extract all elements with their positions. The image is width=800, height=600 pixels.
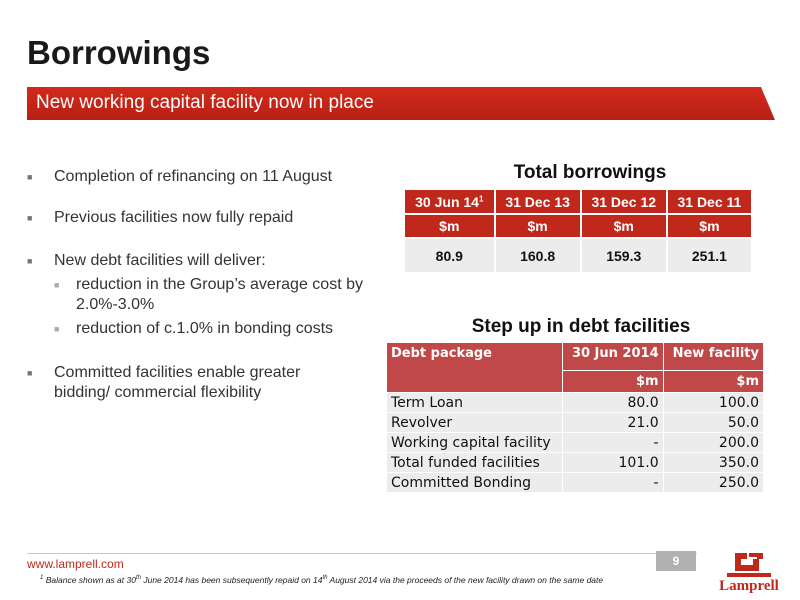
table-cell: Total funded facilities — [386, 452, 563, 473]
table-cell: 160.8 — [494, 237, 582, 272]
table-cell: 250.0 — [662, 472, 765, 493]
table-unit-cell: $m — [662, 370, 765, 393]
bullet-text: Previous facilities now fully repaid — [54, 209, 294, 226]
table-cell: 50.0 — [662, 412, 765, 433]
total-borrowings-table: 30 Jun 141 31 Dec 13 31 Dec 12 31 Dec 11… — [405, 190, 754, 272]
table-header-cell: 31 Dec 13 — [494, 190, 582, 214]
bullet-text: Committed facilities enable greater bidd… — [54, 364, 301, 401]
bullet-text: New debt facilities will deliver: — [54, 252, 266, 269]
table-cell: Committed Bonding — [386, 472, 563, 493]
bullet-square-icon: ■ — [27, 256, 33, 266]
table-header-cell: 30 Jun 141 — [405, 190, 496, 214]
table-header-cell: Debt package — [386, 342, 563, 393]
bullet-square-icon: ■ — [27, 368, 33, 378]
sub-bullet-text: reduction of c.1.0% in bonding costs — [76, 320, 334, 337]
subtitle-text: New working capital facility now in plac… — [36, 92, 374, 113]
debt-facilities-title: Step up in debt facilities — [471, 316, 691, 337]
table-cell: Term Loan — [386, 392, 563, 413]
bullet-item: ■ Completion of refinancing on 11 August — [27, 167, 332, 187]
sub-bullet-square-icon: ■ — [54, 280, 60, 290]
sub-bullet-item: ■ reduction of c.1.0% in bonding costs — [54, 319, 396, 339]
sub-bullet-text: reduction in the Group’s average cost by… — [76, 276, 363, 313]
table-row: Term Loan 80.0 100.0 — [386, 392, 765, 413]
table-cell: 100.0 — [662, 392, 765, 413]
table-header-cell: New facility — [662, 342, 765, 371]
lamprell-logo: Lamprell — [713, 551, 785, 597]
table-cell: - — [562, 432, 664, 453]
bullet-square-icon: ■ — [27, 213, 33, 223]
table-header-cell: 31 Dec 11 — [666, 190, 754, 214]
bullet-item: ■ Previous facilities now fully repaid — [27, 208, 293, 228]
website-link[interactable]: www.lamprell.com — [27, 557, 124, 571]
table-cell: Revolver — [386, 412, 563, 433]
table-header-cell: 30 Jun 2014 — [562, 342, 664, 371]
table-row: Revolver 21.0 50.0 — [386, 412, 765, 433]
table-cell: 80.0 — [562, 392, 664, 413]
logo-wordmark: Lamprell — [719, 578, 779, 594]
table-unit-row: $m $m $m $m — [405, 213, 754, 238]
footnote-marker: 1 — [40, 575, 44, 581]
lamprell-logo-icon — [727, 553, 771, 577]
table-cell: - — [562, 472, 664, 493]
table-unit-cell: $m — [580, 213, 668, 238]
page-number: 9 — [656, 551, 696, 571]
table-cell: 200.0 — [662, 432, 765, 453]
table-unit-cell: $m — [494, 213, 582, 238]
table-cell: 80.9 — [405, 237, 496, 272]
table-cell: 350.0 — [662, 452, 765, 473]
bullet-item: ■ New debt facilities will deliver: — [27, 251, 266, 271]
footnote: 1 Balance shown as at 30th June 2014 has… — [40, 574, 604, 585]
total-borrowings-title: Total borrowings — [513, 162, 667, 183]
table-unit-cell: $m — [562, 370, 664, 393]
bullet-square-icon: ■ — [27, 172, 33, 182]
bullet-item: ■ Committed facilities enable greater bi… — [27, 363, 354, 403]
table-unit-cell: $m — [405, 213, 496, 238]
table-row: Total funded facilities 101.0 350.0 — [386, 452, 765, 473]
table-header-cell: 31 Dec 12 — [580, 190, 668, 214]
subtitle-banner: New working capital facility now in plac… — [27, 87, 775, 120]
table-cell: 21.0 — [562, 412, 664, 433]
sub-bullet-square-icon: ■ — [54, 324, 60, 334]
page-title: Borrowings — [27, 34, 211, 71]
table-cell: Working capital facility — [386, 432, 563, 453]
table-cell: 251.1 — [666, 237, 754, 272]
footnote-marker: 1 — [478, 193, 484, 203]
table-cell: 159.3 — [580, 237, 668, 272]
table-unit-cell: $m — [666, 213, 754, 238]
table-cell: 101.0 — [562, 452, 664, 473]
debt-facilities-table: Debt package 30 Jun 2014 New facility $m… — [386, 342, 765, 493]
sub-bullet-item: ■ reduction in the Group’s average cost … — [54, 275, 396, 315]
bullet-text: Completion of refinancing on 11 August — [54, 168, 333, 185]
table-header-row: 30 Jun 141 31 Dec 13 31 Dec 12 31 Dec 11 — [405, 190, 754, 214]
table-row: 80.9 160.8 159.3 251.1 — [405, 237, 754, 272]
table-row: Committed Bonding - 250.0 — [386, 472, 765, 493]
table-header-row: Debt package 30 Jun 2014 New facility — [386, 342, 765, 393]
table-row: Working capital facility - 200.0 — [386, 432, 765, 453]
table-unit-row: $m $m — [387, 370, 765, 393]
footer-divider — [27, 553, 697, 554]
